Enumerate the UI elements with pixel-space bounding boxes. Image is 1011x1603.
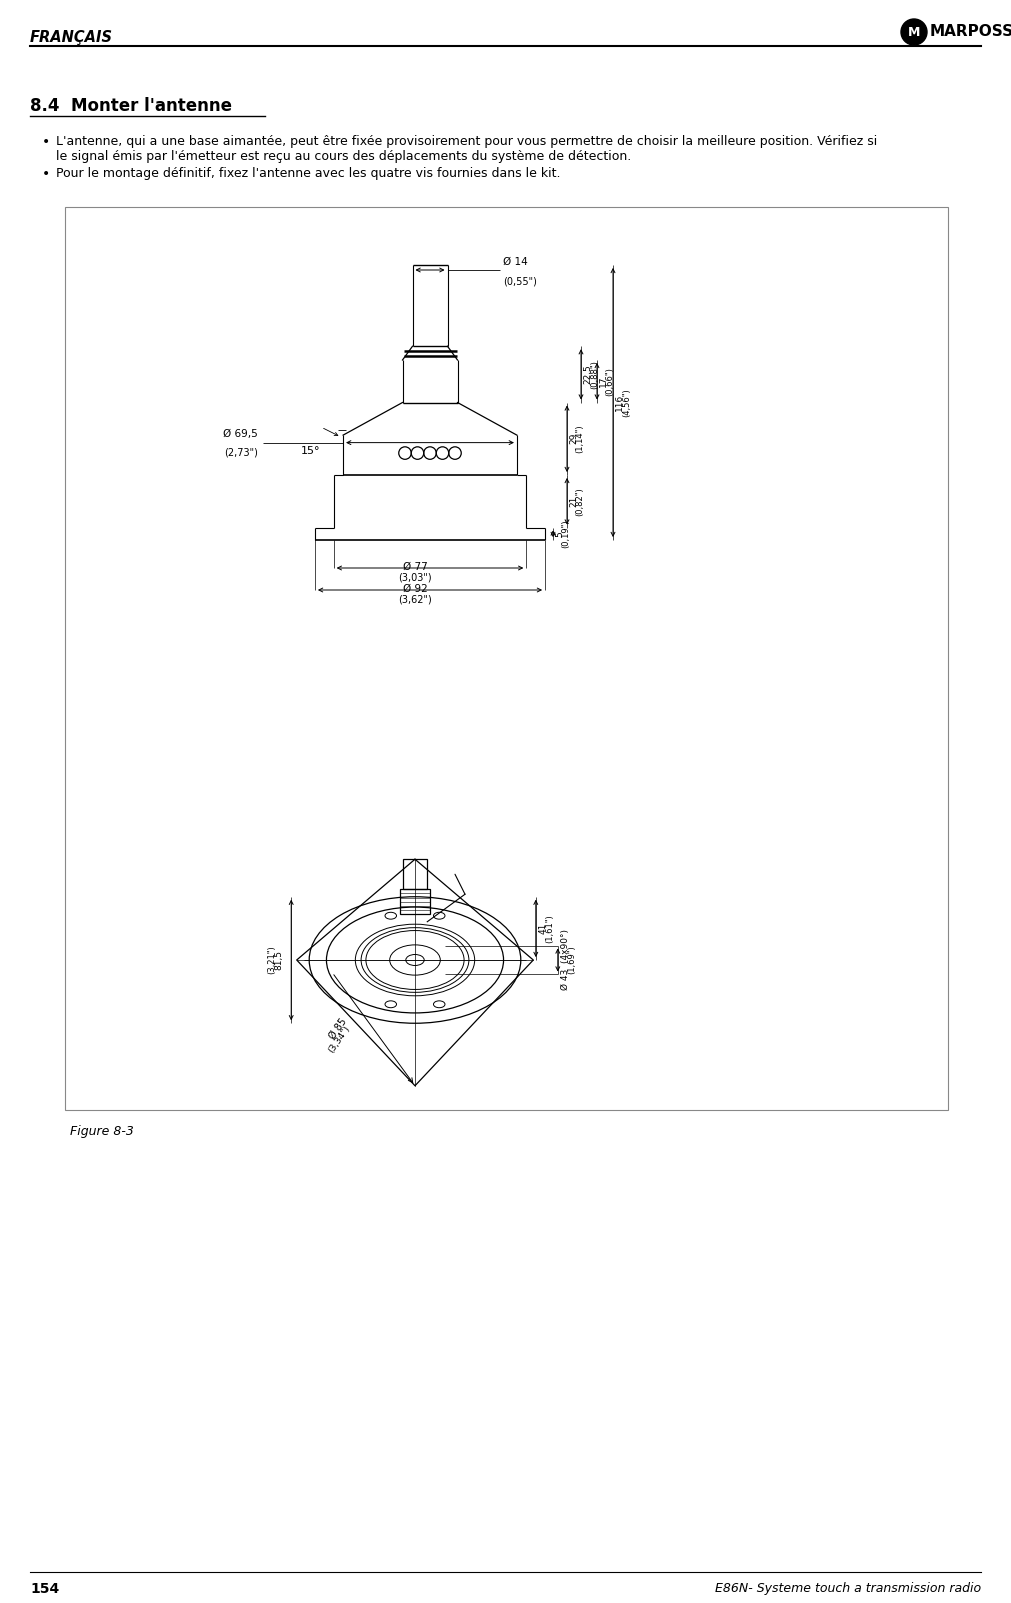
- Text: MARPOSS: MARPOSS: [930, 24, 1011, 40]
- Text: 15°: 15°: [301, 446, 320, 455]
- Text: 17: 17: [599, 375, 608, 386]
- Bar: [400, 890, 430, 914]
- Text: 29: 29: [569, 433, 578, 444]
- Text: Ø 14: Ø 14: [503, 256, 528, 268]
- Text: (2,73"): (2,73"): [224, 447, 258, 457]
- Text: 8.4  Monter l'antenne: 8.4 Monter l'antenne: [30, 98, 232, 115]
- Text: (3,21"): (3,21"): [267, 946, 276, 975]
- Text: Pour le montage définitif, fixez l'antenne avec les quatre vis fournies dans le : Pour le montage définitif, fixez l'anten…: [56, 167, 560, 180]
- Text: (4,56"): (4,56"): [622, 388, 631, 417]
- Text: 21: 21: [569, 495, 578, 507]
- Text: •: •: [42, 167, 51, 181]
- Text: (0,19"): (0,19"): [561, 519, 570, 548]
- Text: (0,88"): (0,88"): [590, 361, 599, 390]
- Text: L'antenne, qui a une base aimantée, peut être fixée provisoirement pour vous per: L'antenne, qui a une base aimantée, peut…: [56, 135, 878, 147]
- Text: (1,61"): (1,61"): [545, 914, 554, 943]
- Text: (1,14"): (1,14"): [575, 425, 584, 454]
- Text: 41: 41: [539, 923, 548, 935]
- Text: M: M: [908, 26, 920, 38]
- Text: Figure 8-3: Figure 8-3: [70, 1125, 133, 1138]
- Text: Ø 69,5: Ø 69,5: [223, 428, 258, 439]
- Text: (3,34"): (3,34"): [327, 1024, 352, 1055]
- Text: E86N- Systeme touch a transmission radio: E86N- Systeme touch a transmission radio: [715, 1582, 981, 1595]
- Text: (3,62"): (3,62"): [398, 595, 432, 604]
- Text: le signal émis par l'émetteur est reçu au cours des déplacements du système de d: le signal émis par l'émetteur est reçu a…: [56, 151, 631, 164]
- Text: 81,5: 81,5: [274, 951, 283, 970]
- Text: (1,69"): (1,69"): [567, 946, 576, 975]
- Text: (0,55"): (0,55"): [503, 276, 537, 285]
- Text: (0,82"): (0,82"): [575, 487, 584, 516]
- Circle shape: [901, 19, 927, 45]
- Text: Ø 43  (4x90°): Ø 43 (4x90°): [561, 930, 570, 991]
- Bar: [65, 207, 948, 1109]
- Bar: [402, 859, 428, 890]
- Text: 116: 116: [615, 394, 624, 410]
- Text: (0,66"): (0,66"): [605, 367, 614, 396]
- Text: (3,03"): (3,03"): [398, 572, 432, 582]
- Text: FRANÇAIS: FRANÇAIS: [30, 30, 113, 45]
- Text: Ø 92: Ø 92: [402, 583, 428, 595]
- Text: 154: 154: [30, 1582, 60, 1597]
- Text: •: •: [42, 135, 51, 149]
- Text: Ø 77: Ø 77: [402, 563, 428, 572]
- Text: 5: 5: [555, 531, 564, 537]
- Text: 22,5: 22,5: [583, 364, 592, 385]
- Text: Ø 85: Ø 85: [328, 1016, 349, 1042]
